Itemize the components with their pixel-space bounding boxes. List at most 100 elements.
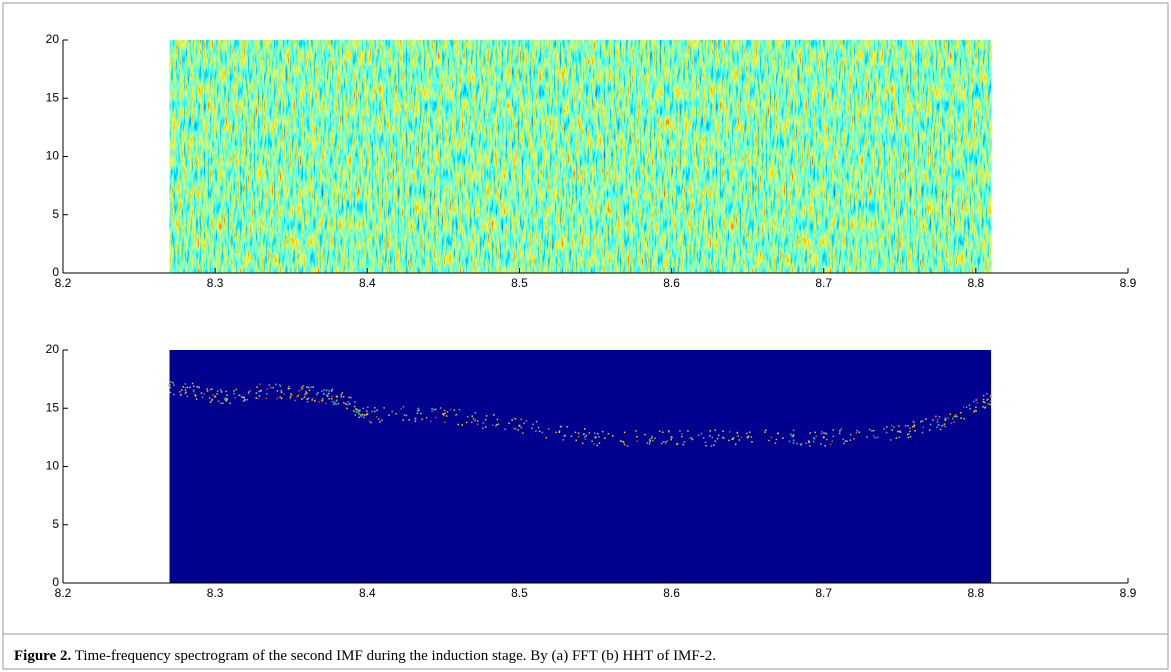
ridge-speck	[943, 423, 946, 425]
y-tick-label: 10	[46, 459, 60, 473]
ridge-speck	[962, 406, 965, 408]
ridge-speck	[535, 420, 538, 423]
ridge-speck	[895, 437, 898, 439]
ridge-speck	[304, 396, 306, 398]
ridge-speck	[325, 394, 328, 396]
ridge-speck	[626, 445, 629, 447]
ridge-speck	[944, 425, 946, 428]
ridge-speck	[914, 430, 916, 432]
ridge-speck	[722, 436, 724, 439]
ridge-speck	[562, 439, 564, 441]
ridge-speck	[222, 402, 224, 405]
ridge-speck	[936, 421, 939, 423]
ridge-speck	[832, 429, 835, 431]
ridge-speck	[323, 393, 325, 395]
ridge-speck	[307, 397, 310, 400]
ridge-speck	[325, 389, 328, 391]
ridge-speck	[982, 398, 985, 401]
ridge-speck	[363, 414, 365, 417]
ridge-speck	[258, 383, 261, 385]
ridge-speck	[570, 435, 573, 437]
ridge-speck	[381, 419, 383, 421]
ridge-speck	[558, 431, 561, 434]
ridge-speck	[414, 420, 417, 422]
ridge-speck	[644, 433, 646, 436]
ridge-speck	[471, 415, 473, 417]
ridge-speck	[965, 406, 968, 409]
ridge-speck	[792, 442, 795, 444]
y-tick-label: 15	[46, 400, 60, 414]
ridge-speck	[885, 431, 888, 434]
ridge-speck	[244, 399, 246, 402]
ridge-speck	[667, 429, 670, 432]
ridge-speck	[346, 403, 348, 406]
ridge-speck	[270, 387, 272, 389]
heatmap-image	[169, 350, 992, 583]
ridge-speck	[362, 407, 364, 410]
ridge-speck	[911, 426, 914, 428]
ridge-speck	[740, 436, 743, 439]
ridge-speck	[224, 397, 226, 400]
ridge-speck	[220, 389, 222, 391]
caption: Figure 2. Time-frequency spectrogram of …	[14, 648, 716, 664]
ridge-speck	[184, 392, 187, 395]
ridge-speck	[578, 435, 580, 438]
ridge-speck	[538, 430, 541, 433]
ridge-speck	[454, 414, 457, 416]
ridge-speck	[792, 439, 795, 442]
ridge-speck	[520, 426, 523, 429]
ridge-speck	[430, 420, 432, 423]
x-tick-label: 8.9	[1120, 586, 1137, 600]
ridge-speck	[465, 421, 468, 424]
ridge-speck	[388, 414, 390, 416]
ridge-speck	[636, 435, 638, 438]
ridge-speck	[975, 406, 977, 409]
ridge-speck	[790, 433, 792, 436]
ridge-speck	[855, 432, 858, 434]
ridge-speck	[723, 437, 725, 439]
ridge-speck	[904, 425, 907, 427]
ridge-speck	[374, 407, 376, 409]
ridge-speck	[330, 390, 333, 393]
ridge-speck	[414, 417, 416, 420]
ridge-speck	[337, 402, 340, 405]
ridge-speck	[330, 389, 333, 392]
ridge-speck	[883, 427, 885, 430]
ridge-speck	[305, 390, 307, 393]
ridge-speck	[936, 426, 938, 429]
y-tick-label: 0	[52, 265, 59, 279]
ridge-speck	[360, 415, 363, 418]
ridge-speck	[514, 417, 517, 420]
ridge-speck	[913, 425, 916, 427]
ridge-speck	[356, 408, 358, 411]
heatmap-image	[169, 40, 992, 273]
ridge-speck	[194, 394, 196, 396]
ridge-speck	[594, 432, 596, 434]
x-tick-label: 8.4	[359, 586, 376, 600]
ridge-speck	[588, 432, 591, 434]
ridge-speck	[328, 390, 330, 392]
ridge-speck	[370, 421, 372, 424]
ridge-speck	[649, 441, 651, 443]
ridge-speck	[876, 436, 879, 439]
ridge-speck	[768, 439, 770, 442]
ridge-speck	[710, 445, 713, 447]
ridge-point	[213, 395, 217, 398]
ridge-speck	[575, 439, 577, 442]
ridge-speck	[716, 437, 719, 440]
ridge-speck	[311, 399, 313, 401]
ridge-speck	[555, 431, 557, 434]
ridge-speck	[975, 410, 977, 412]
ridge-speck	[365, 414, 367, 416]
ridge-speck	[976, 401, 979, 404]
ridge-speck	[585, 434, 588, 437]
ridge-speck	[316, 393, 318, 396]
ridge-speck	[472, 417, 475, 420]
ridge-speck	[184, 387, 187, 389]
ridge-speck	[607, 433, 610, 435]
ridge-point	[898, 430, 901, 433]
ridge-speck	[974, 409, 977, 412]
ridge-speck	[698, 434, 700, 436]
ridge-speck	[348, 396, 350, 399]
ridge-speck	[182, 386, 184, 388]
